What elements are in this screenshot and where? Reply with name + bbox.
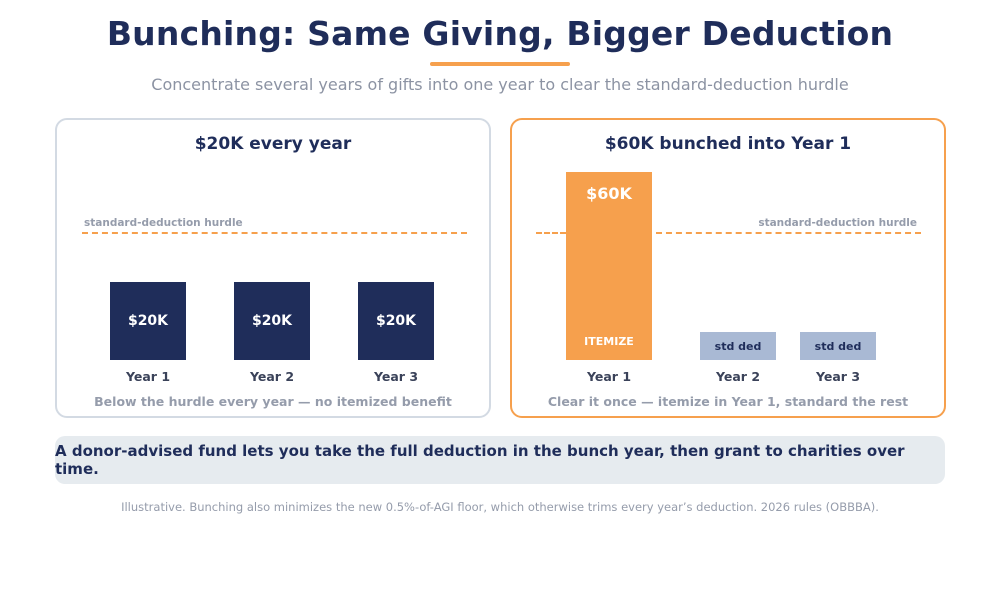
- bar-value-label: $60K: [586, 184, 632, 203]
- panel-caption: Clear it once — itemize in Year 1, stand…: [547, 394, 909, 409]
- year-label-2: Year 2: [715, 369, 761, 384]
- title-underline: [430, 62, 570, 66]
- bar-year-1: $20K: [110, 282, 186, 360]
- annual-giving-panel: $20K every year standard-deduction hurdl…: [55, 118, 491, 418]
- panel-title: $60K bunched into Year 1: [604, 134, 852, 154]
- panel-caption: Below the hurdle every year — no itemize…: [94, 394, 452, 409]
- year-label-1: Year 1: [125, 369, 171, 384]
- bar-year-3: std ded: [800, 332, 876, 360]
- page-title: Bunching: Same Giving, Bigger Deduction: [106, 14, 894, 53]
- bar-year-2: $20K: [234, 282, 310, 360]
- hurdle-label: standard-deduction hurdle: [84, 217, 243, 229]
- bar-year-2: std ded: [700, 332, 776, 360]
- page-subtitle: Concentrate several years of gifts into …: [151, 75, 849, 94]
- hurdle-label: standard-deduction hurdle: [758, 217, 917, 229]
- bar-year-1: $60K ITEMIZE: [566, 172, 652, 360]
- itemize-label: ITEMIZE: [584, 335, 634, 348]
- panel-title: $20K every year: [194, 134, 352, 154]
- year-label-2: Year 2: [249, 369, 295, 384]
- bunched-giving-panel: $60K bunched into Year 1 standard-deduct…: [510, 118, 946, 418]
- hurdle-line: [82, 232, 467, 234]
- year-label-3: Year 3: [815, 369, 861, 384]
- footnote: Illustrative. Bunching also minimizes th…: [121, 500, 879, 514]
- hurdle-line-left: [536, 232, 566, 234]
- daf-banner: A donor-advised fund lets you take the f…: [55, 436, 945, 484]
- hurdle-line-right: [656, 232, 921, 234]
- bar-year-3: $20K: [358, 282, 434, 360]
- year-label-3: Year 3: [373, 369, 419, 384]
- year-label-1: Year 1: [586, 369, 632, 384]
